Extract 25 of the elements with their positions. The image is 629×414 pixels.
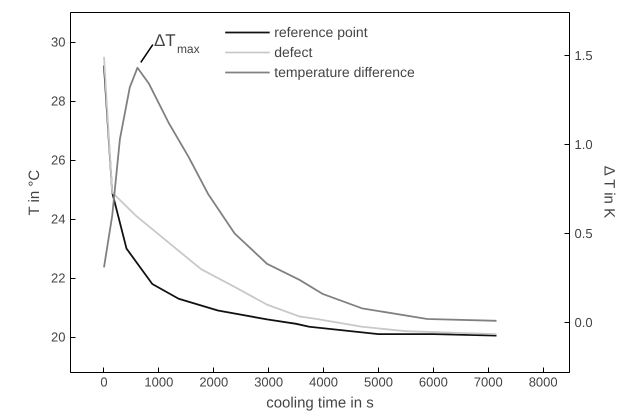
x-tick-label: 8000 [528, 374, 558, 390]
y-axis-title: T in °C [26, 170, 44, 216]
x-tick-label: 0 [100, 374, 108, 390]
y-tick-label: 24 [51, 212, 66, 227]
y-tick-label: 22 [51, 270, 66, 286]
y-tick-label: 20 [51, 330, 66, 345]
y-tick-label: 28 [51, 94, 66, 109]
x-tick-label: 3000 [254, 374, 284, 390]
legend-label: reference point [274, 24, 368, 40]
x-tick-label: 7000 [474, 374, 503, 390]
x-tick-label: 2000 [199, 374, 228, 390]
x-tick-label: 4000 [309, 374, 338, 390]
y2-tick-label: 1.0 [574, 136, 593, 152]
legend-label: temperature difference [274, 64, 415, 80]
y2-tick-label: 0.5 [574, 226, 593, 241]
x-axis-title: cooling time in s [266, 394, 374, 412]
x-tick-label: 5000 [364, 374, 393, 390]
y2-tick-label: 0.0 [574, 315, 593, 330]
x-tick-label: 1000 [144, 374, 174, 390]
y2-tick-label: 1.5 [574, 48, 593, 63]
legend-label: defect [274, 44, 312, 60]
y2-axis-title: Δ T in K [600, 166, 618, 218]
y-tick-label: 26 [51, 152, 66, 168]
x-tick-label: 6000 [418, 374, 448, 390]
y-tick-label: 30 [51, 34, 66, 50]
